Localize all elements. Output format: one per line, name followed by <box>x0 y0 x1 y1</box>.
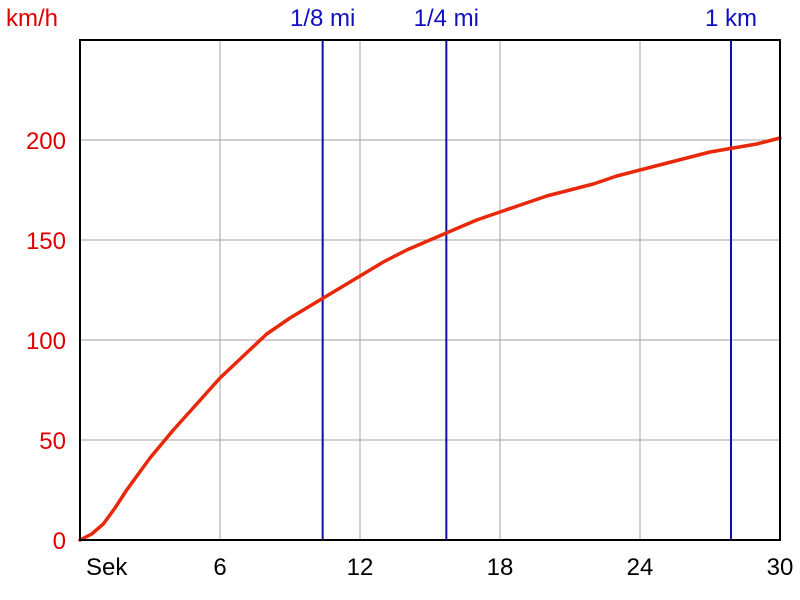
x-tick-label: 24 <box>627 554 654 581</box>
y-tick-label: 200 <box>26 128 66 155</box>
distance-marker-label: 1 km <box>705 5 757 32</box>
y-tick-label: 0 <box>53 528 66 555</box>
x-tick-label: 18 <box>487 554 514 581</box>
plot-frame <box>79 39 781 541</box>
distance-markers: 1/8 mi 1/4 mi 1 km <box>290 5 757 540</box>
y-tick-label: 150 <box>26 228 66 255</box>
x-tick-labels: Sek 6 12 18 24 30 <box>86 554 793 581</box>
grid <box>79 39 781 541</box>
y-tick-label: 100 <box>26 328 66 355</box>
y-tick-labels: 0 50 100 150 200 <box>26 128 66 555</box>
distance-marker-label: 1/4 mi <box>414 5 479 32</box>
y-tick-label: 50 <box>39 428 66 455</box>
x-tick-label: 6 <box>213 554 226 581</box>
speed-curve <box>78 136 782 542</box>
distance-marker-label: 1/8 mi <box>290 5 355 32</box>
series <box>78 136 782 542</box>
x-tick-label: 30 <box>767 554 794 581</box>
x-axis-label: Sek <box>86 554 128 581</box>
y-axis-label: km/h <box>6 5 58 32</box>
x-tick-label: 12 <box>347 554 374 581</box>
